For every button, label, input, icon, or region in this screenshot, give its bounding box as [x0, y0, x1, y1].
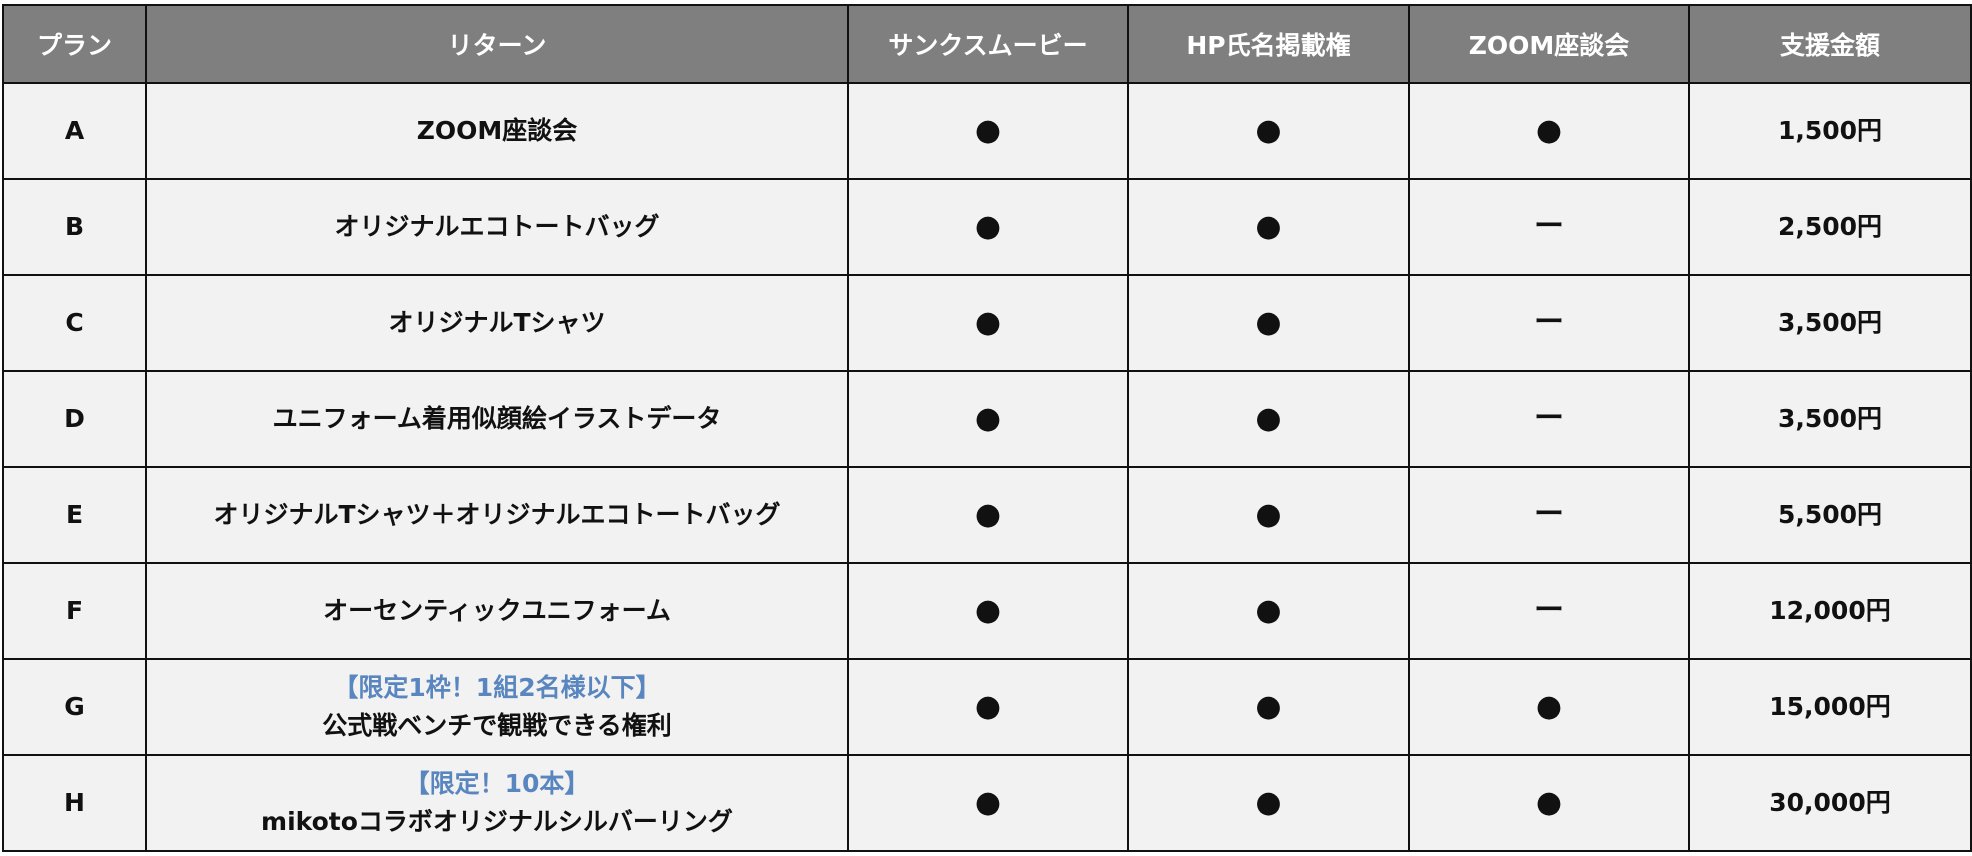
- plan-table: プラン リターン サンクスムービー HP氏名掲載権 ZOOM座談会 支援金額 A…: [2, 4, 1972, 852]
- header-plan: プラン: [2, 4, 147, 84]
- zoom-mark: ー: [1408, 562, 1690, 660]
- thanks-movie-mark: ●: [847, 754, 1129, 852]
- return-cell: オーセンティックユニフォーム: [145, 562, 849, 660]
- return-cell: オリジナルTシャツ: [145, 274, 849, 372]
- price-cell: 2,500円: [1688, 178, 1972, 276]
- header-price: 支援金額: [1688, 4, 1972, 84]
- price-cell: 3,500円: [1688, 370, 1972, 468]
- table-row: B オリジナルエコトートバッグ ● ● ー 2,500円: [2, 178, 1972, 276]
- table-row: A ZOOM座談会 ● ● ● 1,500円: [2, 82, 1972, 180]
- thanks-movie-mark: ●: [847, 658, 1129, 756]
- return-cell: 【限定！10本】 mikotoコラボオリジナルシルバーリング: [145, 754, 849, 852]
- plan-cell: D: [2, 370, 147, 468]
- plan-cell: A: [2, 82, 147, 180]
- hp-name-mark: ●: [1127, 274, 1410, 372]
- return-text: mikotoコラボオリジナルシルバーリング: [261, 807, 733, 836]
- return-text: オリジナルTシャツ: [388, 308, 606, 337]
- thanks-movie-mark: ●: [847, 178, 1129, 276]
- return-text: 公式戦ベンチで観戦できる権利: [322, 711, 672, 740]
- plan-cell: B: [2, 178, 147, 276]
- limited-note: 【限定！10本】: [404, 769, 590, 798]
- return-text: ZOOM座談会: [416, 116, 578, 145]
- return-text: ユニフォーム着用似顔絵イラストデータ: [272, 404, 722, 433]
- thanks-movie-mark: ●: [847, 370, 1129, 468]
- hp-name-mark: ●: [1127, 178, 1410, 276]
- zoom-mark: ●: [1408, 658, 1690, 756]
- hp-name-mark: ●: [1127, 754, 1410, 852]
- plan-cell: F: [2, 562, 147, 660]
- return-cell: ZOOM座談会: [145, 82, 849, 180]
- price-cell: 1,500円: [1688, 82, 1972, 180]
- return-text: オーセンティックユニフォーム: [323, 596, 671, 625]
- return-text: オリジナルTシャツ＋オリジナルエコトートバッグ: [213, 500, 781, 529]
- table-row: G 【限定1枠！1組2名様以下】 公式戦ベンチで観戦できる権利 ● ● ● 15,000円: [2, 658, 1972, 756]
- zoom-mark: ー: [1408, 466, 1690, 564]
- price-cell: 12,000円: [1688, 562, 1972, 660]
- header-zoom: ZOOM座談会: [1408, 4, 1690, 84]
- thanks-movie-mark: ●: [847, 82, 1129, 180]
- price-cell: 30,000円: [1688, 754, 1972, 852]
- table-row: E オリジナルTシャツ＋オリジナルエコトートバッグ ● ● ー 5,500円: [2, 466, 1972, 564]
- hp-name-mark: ●: [1127, 82, 1410, 180]
- zoom-mark: ー: [1408, 370, 1690, 468]
- return-text: オリジナルエコトートバッグ: [334, 212, 660, 241]
- header-hp-name: HP氏名掲載権: [1127, 4, 1410, 84]
- thanks-movie-mark: ●: [847, 274, 1129, 372]
- plan-cell: H: [2, 754, 147, 852]
- return-cell: オリジナルTシャツ＋オリジナルエコトートバッグ: [145, 466, 849, 564]
- thanks-movie-mark: ●: [847, 466, 1129, 564]
- zoom-mark: ー: [1408, 178, 1690, 276]
- hp-name-mark: ●: [1127, 562, 1410, 660]
- price-cell: 15,000円: [1688, 658, 1972, 756]
- zoom-mark: ●: [1408, 82, 1690, 180]
- plan-cell: E: [2, 466, 147, 564]
- return-cell: ユニフォーム着用似顔絵イラストデータ: [145, 370, 849, 468]
- price-cell: 3,500円: [1688, 274, 1972, 372]
- table-row: C オリジナルTシャツ ● ● ー 3,500円: [2, 274, 1972, 372]
- thanks-movie-mark: ●: [847, 562, 1129, 660]
- table-row: F オーセンティックユニフォーム ● ● ー 12,000円: [2, 562, 1972, 660]
- zoom-mark: ー: [1408, 274, 1690, 372]
- header-thanks-movie: サンクスムービー: [847, 4, 1129, 84]
- hp-name-mark: ●: [1127, 658, 1410, 756]
- limited-note: 【限定1枠！1組2名様以下】: [333, 673, 661, 702]
- hp-name-mark: ●: [1127, 466, 1410, 564]
- header-row: プラン リターン サンクスムービー HP氏名掲載権 ZOOM座談会 支援金額: [2, 4, 1972, 84]
- header-return: リターン: [145, 4, 849, 84]
- price-cell: 5,500円: [1688, 466, 1972, 564]
- return-cell: オリジナルエコトートバッグ: [145, 178, 849, 276]
- plan-cell: G: [2, 658, 147, 756]
- hp-name-mark: ●: [1127, 370, 1410, 468]
- plan-cell: C: [2, 274, 147, 372]
- return-cell: 【限定1枠！1組2名様以下】 公式戦ベンチで観戦できる権利: [145, 658, 849, 756]
- zoom-mark: ●: [1408, 754, 1690, 852]
- table-row: D ユニフォーム着用似顔絵イラストデータ ● ● ー 3,500円: [2, 370, 1972, 468]
- table-row: H 【限定！10本】 mikotoコラボオリジナルシルバーリング ● ● ● 30,000円: [2, 754, 1972, 852]
